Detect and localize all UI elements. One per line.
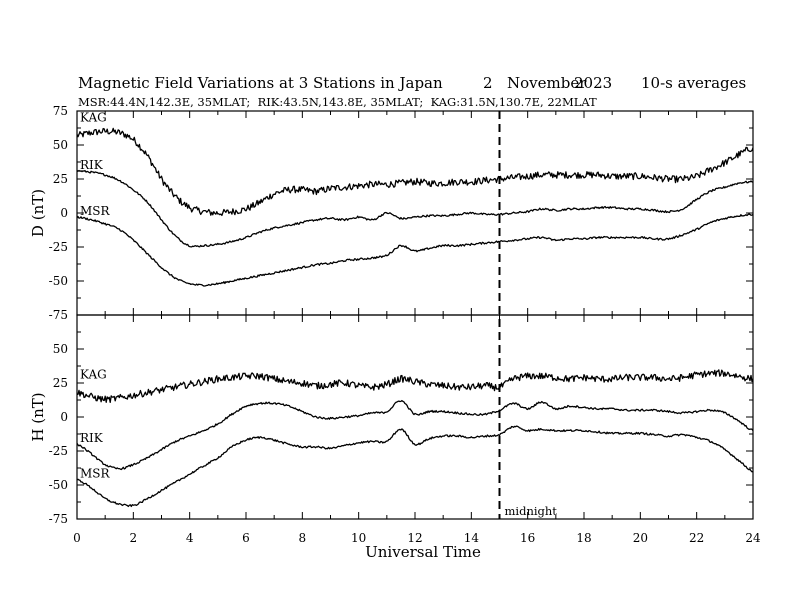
date-day: 2 [483, 74, 493, 92]
stations-line: MSR:44.4N,142.3E, 35MLAT; RIK:43.5N,143.… [78, 95, 597, 109]
series-label-h-kag: KAG [80, 368, 107, 382]
y-tick-label-h: 0 [60, 410, 68, 424]
x-tick-label: 18 [576, 531, 591, 545]
x-tick-label: 14 [464, 531, 480, 545]
trace-h-msr [76, 425, 754, 508]
x-tick-label: 20 [633, 531, 648, 545]
midnight-label: midnight [505, 504, 558, 518]
date-year: 2023 [574, 74, 612, 92]
y-tick-label-d: -25 [49, 240, 68, 254]
trace-d-rik [76, 169, 754, 248]
series-label-d-msr: MSR [80, 204, 111, 218]
data-traces: KAG RIK MSR KAG RIK MSR [76, 110, 754, 508]
y-axis-label-h: H (nT) [29, 392, 47, 441]
x-axis-label: Universal Time [365, 543, 481, 561]
x-tick-label: 4 [186, 531, 194, 545]
y-tick-label-d: 50 [53, 138, 68, 152]
y-tick-label-d: 75 [53, 104, 68, 118]
x-tick-label: 6 [242, 531, 250, 545]
chart-title: Magnetic Field Variations at 3 Stations … [78, 74, 443, 92]
x-tick-label: 0 [73, 531, 81, 545]
x-tick-label: 12 [407, 531, 422, 545]
series-label-h-msr: MSR [80, 467, 111, 481]
y-tick-label-d: -50 [49, 274, 68, 288]
trace-d-kag [76, 127, 754, 217]
y-tick-label-h: 50 [53, 342, 68, 356]
trace-h-kag [76, 369, 754, 404]
x-tick-label: 22 [689, 531, 704, 545]
series-label-d-kag: KAG [80, 110, 107, 124]
x-tick-label: 16 [520, 531, 535, 545]
y-tick-label-h: 25 [53, 376, 68, 390]
panel-h-frame [76, 314, 754, 520]
averaging-label: 10-s averages [641, 74, 746, 92]
x-tick-label: 10 [351, 531, 366, 545]
y-axis-label-d: D (nT) [29, 189, 47, 237]
series-label-h-rik: RIK [80, 431, 104, 445]
x-tick-label: 8 [299, 531, 307, 545]
x-tick-label: 24 [745, 531, 761, 545]
trace-h-rik [76, 399, 754, 471]
y-tick-label-d: -75 [49, 308, 68, 322]
y-tick-label-d: 0 [60, 206, 68, 220]
x-tick-label: 2 [130, 531, 138, 545]
series-label-d-rik: RIK [80, 158, 104, 172]
y-tick-label-h: -25 [49, 444, 68, 458]
chart-header: Magnetic Field Variations at 3 Stations … [78, 74, 746, 109]
y-tick-label-h: -50 [49, 478, 68, 492]
y-tick-label-d: 25 [53, 172, 68, 186]
y-tick-label-h: -75 [49, 512, 68, 526]
trace-d-msr [76, 213, 754, 287]
panel-d-frame [76, 110, 754, 316]
date-month: November [507, 74, 587, 92]
